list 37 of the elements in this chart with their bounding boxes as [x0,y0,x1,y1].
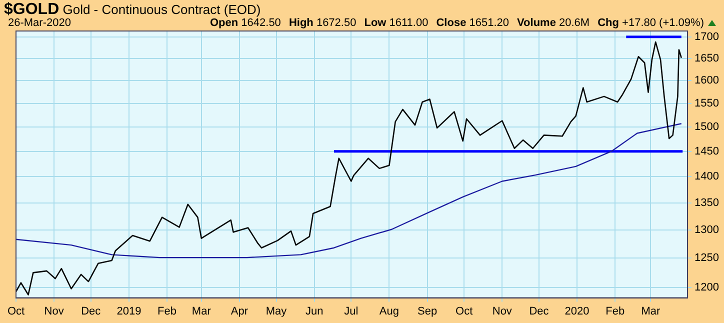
x-tick-label: Mar [192,305,212,318]
y-tick-label: 1550 [694,97,720,110]
x-tick-label: Feb [606,305,625,318]
y-tick-label: 1200 [694,282,720,294]
x-tick-label: Jun [305,305,324,318]
x-tick-label: Feb [158,305,176,318]
y-tick-label: 1600 [694,74,720,87]
text: Close 1651.20 [436,17,510,29]
x-tick-label: Oct [7,305,25,318]
x-tick-label: Oct [456,305,473,318]
x-tick-label: Jul [344,305,358,318]
y-tick-label: 1450 [694,145,720,158]
chart-title: $GOLD Gold - Continuous Contract (EOD) [4,1,261,18]
text: High 1672.50 [288,17,356,29]
x-tick-label: Nov [492,305,512,318]
y-tick-label: 1400 [694,170,720,183]
x-tick-label: 2020 [564,305,590,318]
x-tick-label: Mar [641,305,661,318]
y-tick-label: 1250 [694,252,720,264]
x-tick-label: Dec [81,305,102,318]
text: Chg +17.80 (+1.09%) [598,17,704,29]
text: 26-Mar-2020 [8,17,71,29]
x-tick-label: May [266,305,288,318]
text: Open 1642.50 [210,17,281,29]
x-tick-label: Aug [379,305,399,318]
y-tick-label: 1650 [694,52,720,64]
text: Volume 20.6M [517,17,590,29]
text: Low 1611.00 [364,17,428,29]
x-tick-label: Dec [529,305,550,318]
x-tick-label: Apr [230,305,248,318]
x-tick-label: Sep [417,305,438,318]
x-tick-label: 2019 [116,305,142,318]
y-tick-label: 1500 [694,120,720,133]
x-tick-label: Nov [44,305,64,318]
y-tick-label: 1700 [694,30,720,43]
y-tick-label: 1300 [694,224,720,236]
y-tick-label: 1350 [694,196,720,209]
